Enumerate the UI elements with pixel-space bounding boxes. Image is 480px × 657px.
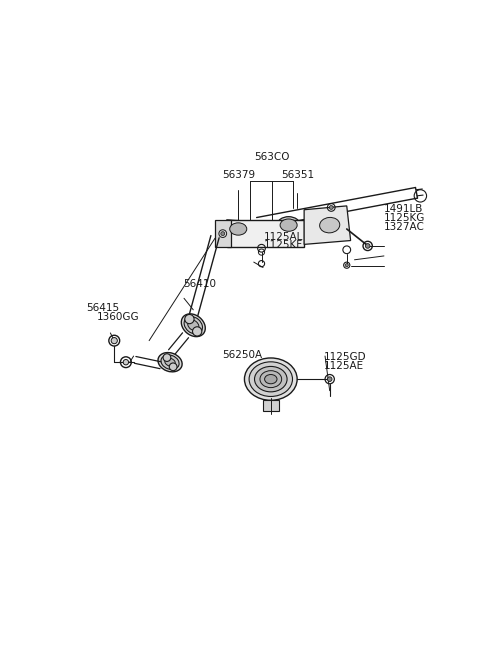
Circle shape (169, 363, 177, 371)
Polygon shape (227, 219, 262, 227)
Ellipse shape (158, 353, 182, 372)
Polygon shape (227, 232, 262, 239)
Polygon shape (215, 219, 230, 246)
Text: 563CO: 563CO (254, 152, 290, 162)
Ellipse shape (264, 374, 277, 384)
Text: 56351: 56351 (281, 170, 315, 180)
Ellipse shape (277, 217, 300, 234)
Ellipse shape (184, 317, 203, 334)
Circle shape (221, 232, 225, 236)
Ellipse shape (280, 219, 297, 231)
Text: 1327AC: 1327AC (384, 221, 424, 231)
Text: 1125AL: 1125AL (264, 232, 303, 242)
Ellipse shape (227, 221, 250, 237)
Circle shape (192, 327, 202, 336)
Text: 1125KG: 1125KG (384, 213, 425, 223)
Circle shape (163, 353, 171, 361)
Polygon shape (304, 206, 350, 244)
Text: 56379: 56379 (222, 170, 255, 180)
Ellipse shape (181, 314, 205, 336)
Bar (263, 400, 278, 411)
Circle shape (365, 244, 370, 248)
Ellipse shape (244, 358, 297, 400)
Ellipse shape (315, 214, 345, 237)
Text: 56415: 56415 (86, 302, 119, 313)
Text: 1491LB: 1491LB (384, 204, 423, 214)
Ellipse shape (249, 362, 292, 396)
Ellipse shape (161, 355, 179, 369)
Text: 1125AE: 1125AE (324, 361, 364, 371)
Circle shape (111, 338, 117, 344)
Text: 56250A: 56250A (222, 350, 263, 359)
Circle shape (327, 377, 332, 382)
Ellipse shape (254, 367, 287, 392)
Ellipse shape (320, 217, 340, 233)
Ellipse shape (188, 320, 199, 330)
Text: 1360GG: 1360GG (97, 311, 140, 322)
Text: 1125KF: 1125KF (264, 240, 303, 250)
Text: 1125GD: 1125GD (324, 352, 367, 362)
Circle shape (345, 263, 348, 267)
Ellipse shape (230, 223, 247, 235)
Ellipse shape (165, 358, 175, 366)
Circle shape (329, 206, 333, 210)
Polygon shape (227, 219, 304, 246)
Circle shape (185, 315, 194, 324)
Ellipse shape (260, 371, 282, 388)
Text: 56410: 56410 (183, 279, 216, 288)
Circle shape (123, 359, 129, 365)
